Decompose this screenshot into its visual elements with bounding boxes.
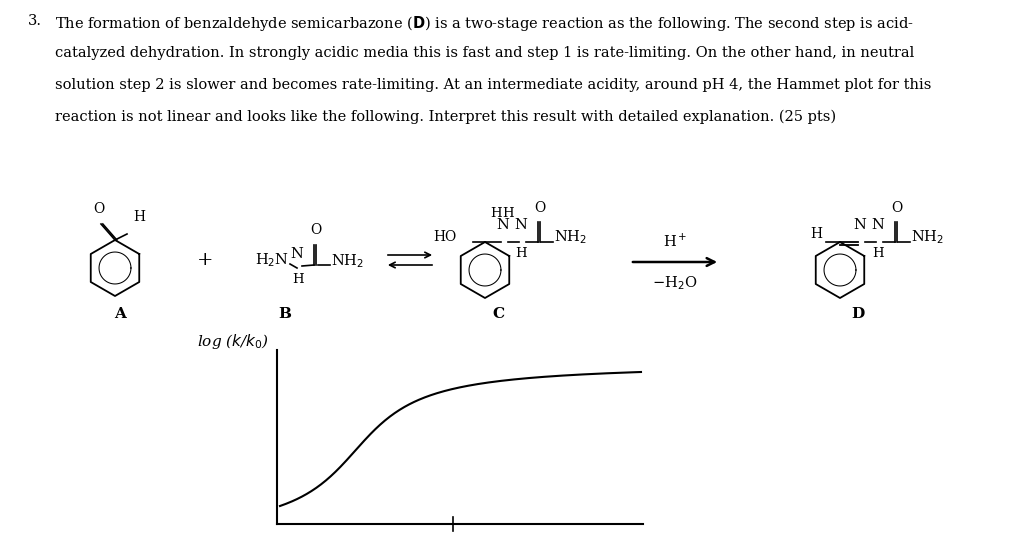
Text: H$^+$: H$^+$	[662, 233, 686, 250]
Text: O: O	[891, 201, 902, 215]
Text: O: O	[534, 201, 545, 215]
Text: reaction is not linear and looks like the following. Interpret this result with : reaction is not linear and looks like th…	[55, 110, 835, 125]
Text: H: H	[501, 207, 514, 220]
Text: O: O	[93, 202, 104, 216]
Text: H: H	[489, 207, 501, 220]
Text: +: +	[196, 251, 213, 269]
Text: N: N	[870, 218, 884, 232]
Text: NH$_2$: NH$_2$	[910, 228, 943, 246]
Text: H$_2$N: H$_2$N	[255, 251, 289, 269]
Text: $-$H$_2$O: $-$H$_2$O	[652, 274, 697, 292]
Text: The formation of benzaldehyde semicarbazone ($\mathbf{D}$) is a two-stage reacti: The formation of benzaldehyde semicarbaz…	[55, 14, 913, 33]
Text: H: H	[292, 273, 303, 286]
Text: H: H	[515, 247, 527, 260]
Text: O: O	[310, 223, 321, 237]
Text: N: N	[496, 218, 509, 232]
Text: H: H	[132, 210, 145, 224]
Text: log ($k$/$k_0$): log ($k$/$k_0$)	[197, 332, 269, 351]
Text: N: N	[290, 247, 303, 261]
Text: 3.: 3.	[28, 14, 42, 28]
Text: HO: HO	[434, 230, 457, 244]
Text: NH$_2$: NH$_2$	[553, 228, 586, 246]
Text: N: N	[514, 218, 527, 232]
Text: H: H	[871, 247, 883, 260]
Text: D: D	[850, 307, 863, 321]
Text: C: C	[491, 307, 503, 321]
Text: N: N	[852, 218, 865, 232]
Text: solution step 2 is slower and becomes rate-limiting. At an intermediate acidity,: solution step 2 is slower and becomes ra…	[55, 78, 930, 92]
Text: A: A	[114, 307, 125, 321]
Text: NH$_2$: NH$_2$	[331, 252, 364, 270]
Text: B: B	[278, 307, 291, 321]
Text: H: H	[809, 227, 821, 241]
Text: catalyzed dehydration. In strongly acidic media this is fast and step 1 is rate-: catalyzed dehydration. In strongly acidi…	[55, 46, 913, 60]
